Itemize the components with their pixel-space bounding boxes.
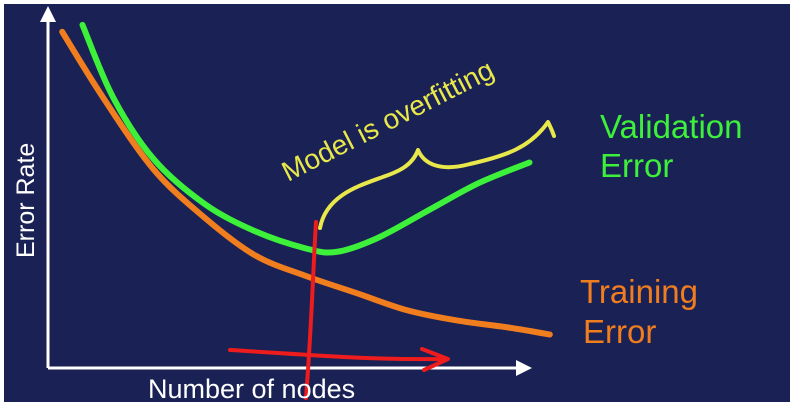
y-axis-label: Error Rate [12,143,40,258]
marker-arrowhead [420,347,450,372]
marker-horizontal-arrow [228,348,448,362]
x-axis-label: Number of nodes [148,374,355,404]
x-axis-arrowhead [516,360,532,376]
marker-vertical-line [304,220,318,400]
label-training-line1: Training [580,273,698,310]
label-validation-line1: Validation [600,108,743,145]
series-line-training-error [59,28,553,338]
overfitting-brace [318,120,556,230]
label-training-line2: Error [583,313,656,350]
label-validation-line2: Error [600,147,673,184]
series-line-validation-error [79,21,533,256]
y-axis-arrowhead [40,6,56,22]
chart-background [4,4,790,402]
